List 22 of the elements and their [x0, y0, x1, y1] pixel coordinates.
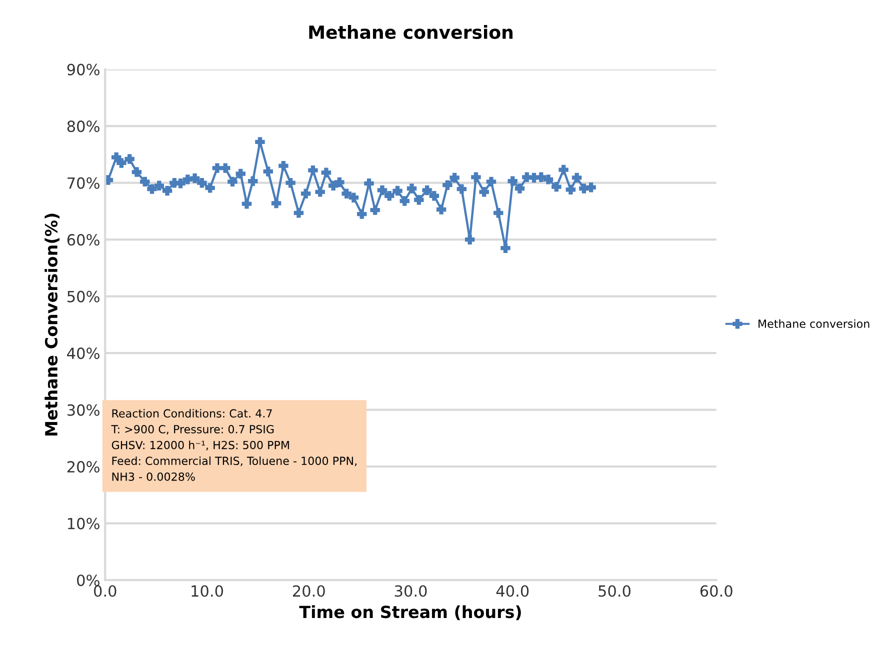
y-tick-label: 60% [67, 234, 100, 246]
y-tick-label: 40% [67, 348, 100, 360]
y-tick-label: 90% [67, 64, 100, 76]
x-tick-label: 60.0 [700, 585, 732, 597]
annotation: Reaction Conditions: Cat. 4.7 T: >900 C, Pressure: 0.7 PSIG GHSV: 12000 h⁻¹, H2S: 500 PPM Feed: Commercial TRIS, Toluene - 1000 PPN, NH3 - 0.0028% [111, 408, 356, 481]
x-tick-label: 40.0 [496, 585, 529, 597]
x-tick-label: 50.0 [598, 585, 630, 597]
y-tick-label: 50% [68, 290, 100, 302]
chart-title: Methane conversion [309, 25, 513, 40]
x-tick-label: 0.0 [94, 585, 116, 597]
x-tick-label: 10.0 [192, 585, 224, 597]
y-tick-label: 70% [68, 177, 100, 189]
y-tick-label: 30% [67, 404, 100, 416]
x-tick-label: 20.0 [292, 585, 325, 597]
y-tick-label: 0% [77, 574, 100, 586]
legend-label: Methane conversion [758, 319, 870, 328]
y-tick-label: 20% [67, 461, 100, 473]
x-axis-title: Time on Stream (hours) [299, 605, 521, 620]
x-tick-label: 30.0 [394, 585, 427, 597]
y-axis-title: Methane Conversion(%) [44, 214, 60, 436]
y-tick-label: 80% [67, 120, 100, 132]
y-tick-label: 10% [68, 518, 100, 530]
